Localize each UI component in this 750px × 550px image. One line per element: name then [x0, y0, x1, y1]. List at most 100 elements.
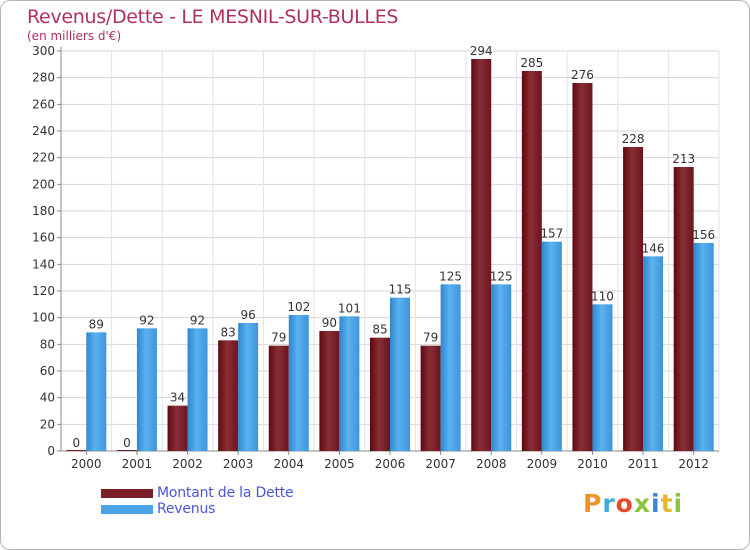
- y-tick-label: 160: [32, 231, 55, 245]
- data-label: 125: [439, 269, 462, 283]
- y-tick-label: 20: [40, 417, 55, 431]
- bar-revenus: [643, 256, 664, 451]
- data-label: 96: [241, 308, 256, 322]
- data-label: 146: [642, 241, 665, 255]
- legend-label-revenus: Revenus: [157, 501, 216, 517]
- data-label: 285: [520, 56, 543, 70]
- data-label: 110: [591, 289, 614, 303]
- data-label: 157: [540, 227, 563, 241]
- bar-dette: [167, 405, 188, 451]
- bar-dette: [268, 345, 289, 451]
- data-label: 213: [672, 152, 695, 166]
- data-label: 83: [221, 325, 236, 339]
- data-label: 89: [89, 317, 104, 331]
- y-tick-label: 0: [47, 444, 55, 458]
- x-tick-label: 2010: [577, 457, 608, 471]
- data-label: 92: [190, 313, 205, 327]
- x-tick-label: 2003: [223, 457, 254, 471]
- bars: [66, 59, 714, 451]
- bar-dette: [420, 345, 441, 451]
- brand-letter: t: [660, 489, 674, 518]
- brand-letter: P: [583, 489, 603, 518]
- data-label: 102: [287, 300, 310, 314]
- y-tick-label: 80: [40, 337, 55, 351]
- x-tick-label: 2007: [425, 457, 456, 471]
- data-label: 79: [423, 331, 438, 345]
- data-label: 85: [372, 323, 387, 337]
- x-tick-label: 2001: [122, 457, 153, 471]
- x-tick-label: 2005: [324, 457, 355, 471]
- bar-dette: [572, 83, 593, 451]
- x-tick-label: 2004: [273, 457, 304, 471]
- bar-revenus: [541, 241, 562, 451]
- data-label: 294: [470, 44, 493, 58]
- y-tick-label: 100: [32, 311, 55, 325]
- y-tick-label: 60: [40, 364, 55, 378]
- bar-dette: [370, 337, 390, 451]
- bar-dette: [66, 450, 87, 451]
- legend-swatch-debt: [101, 489, 153, 498]
- data-label: 0: [72, 436, 80, 450]
- bar-revenus: [187, 328, 208, 451]
- x-tick-label: 2006: [375, 457, 406, 471]
- data-label: 90: [322, 316, 337, 330]
- data-label: 115: [389, 283, 412, 297]
- x-tick-label: 2012: [678, 457, 709, 471]
- y-tick-label: 220: [32, 151, 55, 165]
- y-tick-label: 300: [32, 44, 55, 58]
- bar-revenus: [339, 316, 360, 451]
- x-tick-label: 2002: [172, 457, 203, 471]
- brand-letter: i: [673, 489, 684, 518]
- y-tick-label: 260: [32, 97, 55, 111]
- legend-swatch-revenus: [101, 505, 153, 514]
- y-tick-label: 240: [32, 124, 55, 138]
- data-label: 125: [490, 269, 513, 283]
- x-tick-label: 2011: [628, 457, 659, 471]
- y-tick-label: 120: [32, 284, 55, 298]
- bar-dette: [319, 331, 340, 451]
- data-label: 79: [271, 331, 286, 345]
- data-label: 228: [622, 132, 645, 146]
- y-tick-label: 140: [32, 257, 55, 271]
- data-label: 156: [692, 228, 715, 242]
- y-tick-label: 280: [32, 71, 55, 85]
- data-label: 34: [170, 391, 185, 405]
- bar-revenus: [86, 332, 107, 451]
- y-tick-label: 200: [32, 177, 55, 191]
- bar-revenus: [693, 243, 714, 451]
- bar-dette: [116, 450, 137, 451]
- bar-dette: [673, 167, 694, 451]
- x-tick-label: 2000: [71, 457, 102, 471]
- chart-title: Revenus/Dette - LE MESNIL-SUR-BULLES: [27, 6, 399, 28]
- data-label: 0: [123, 436, 131, 450]
- data-label: 101: [338, 301, 361, 315]
- bar-dette: [218, 340, 239, 451]
- brand-letter: i: [651, 489, 661, 518]
- bar-revenus: [491, 284, 512, 451]
- y-tick-label: 40: [40, 391, 55, 405]
- bar-revenus: [238, 323, 259, 451]
- x-tick-label: 2009: [527, 457, 558, 471]
- bar-revenus: [592, 304, 613, 451]
- bar-revenus: [288, 315, 309, 451]
- bar-dette: [521, 71, 542, 451]
- bar-revenus: [390, 297, 410, 451]
- bar-revenus: [136, 328, 157, 451]
- axes: 0 20 40 60 80 100 120 140 160 180 200 220 240 260 280 3…: [32, 44, 719, 471]
- y-tick-label: 180: [32, 204, 55, 218]
- brand-letter: x: [633, 489, 651, 518]
- data-label: 276: [571, 68, 594, 82]
- legend-label-debt: Montant de la Dette: [157, 485, 294, 501]
- x-tick-label: 2008: [476, 457, 507, 471]
- bar-dette: [471, 59, 492, 451]
- brand-logo: Proxiti: [583, 489, 683, 518]
- bar-revenus: [440, 284, 461, 451]
- brand-letter: r: [602, 489, 616, 518]
- data-label: 92: [139, 313, 154, 327]
- brand-letter: o: [615, 489, 634, 518]
- bar-dette: [623, 147, 644, 451]
- chart-subtitle: (en milliers d'€): [27, 29, 122, 43]
